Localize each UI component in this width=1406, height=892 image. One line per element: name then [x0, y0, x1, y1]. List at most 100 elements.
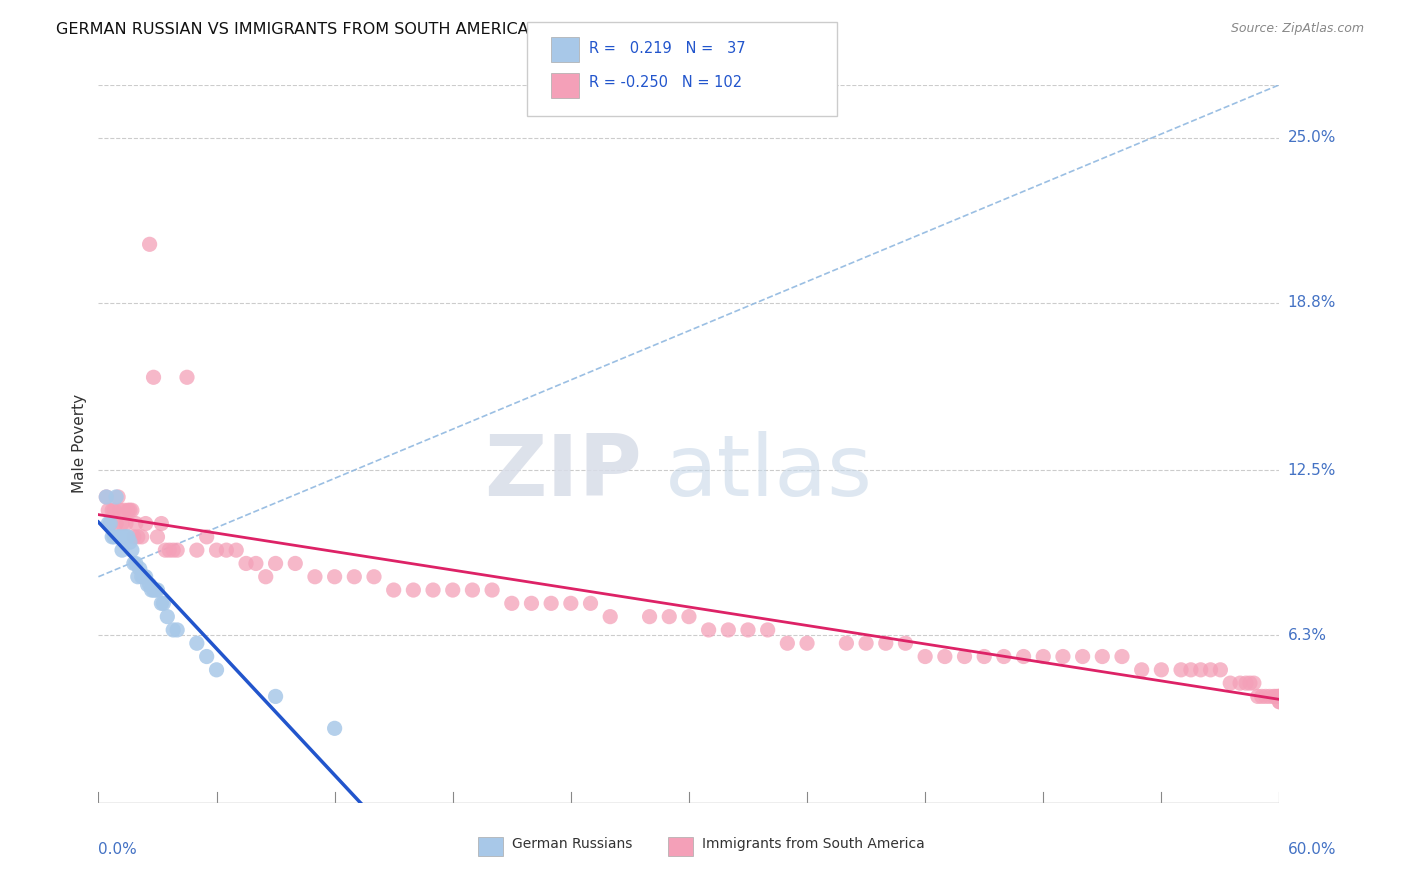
- Point: [127, 530, 149, 544]
- Point: [108, 530, 131, 544]
- Point: [103, 530, 125, 544]
- Point: [1243, 676, 1265, 690]
- Point: [1268, 695, 1291, 709]
- Point: [135, 516, 157, 531]
- Text: 60.0%: 60.0%: [1288, 842, 1336, 856]
- Text: 0.0%: 0.0%: [98, 842, 138, 856]
- Point: [186, 636, 208, 650]
- Point: [128, 562, 150, 576]
- Point: [166, 623, 188, 637]
- Point: [1219, 676, 1241, 690]
- Point: [284, 557, 307, 571]
- Point: [101, 530, 124, 544]
- Point: [717, 623, 740, 637]
- Point: [98, 516, 121, 531]
- Point: [796, 636, 818, 650]
- Text: 6.3%: 6.3%: [1288, 628, 1327, 643]
- Text: Immigrants from South America: Immigrants from South America: [702, 837, 924, 851]
- Point: [441, 582, 464, 597]
- Point: [162, 623, 184, 637]
- Point: [1130, 663, 1153, 677]
- Point: [934, 649, 956, 664]
- Text: Source: ZipAtlas.com: Source: ZipAtlas.com: [1230, 22, 1364, 36]
- Point: [737, 623, 759, 637]
- Point: [1229, 676, 1251, 690]
- Point: [125, 557, 148, 571]
- Point: [121, 503, 143, 517]
- Point: [1267, 690, 1289, 704]
- Point: [1180, 663, 1202, 677]
- Point: [176, 370, 198, 384]
- Point: [638, 609, 661, 624]
- Point: [132, 570, 155, 584]
- Point: [150, 596, 173, 610]
- Point: [875, 636, 897, 650]
- Point: [122, 557, 145, 571]
- Point: [1268, 690, 1291, 704]
- Point: [1032, 649, 1054, 664]
- Point: [107, 490, 129, 504]
- Point: [776, 636, 799, 650]
- Point: [323, 722, 346, 736]
- Text: atlas: atlas: [665, 431, 873, 514]
- Point: [1254, 690, 1277, 704]
- Point: [363, 570, 385, 584]
- Point: [162, 543, 184, 558]
- Point: [115, 516, 138, 531]
- Text: ZIP: ZIP: [484, 431, 641, 514]
- Point: [146, 582, 169, 597]
- Point: [142, 370, 165, 384]
- Point: [195, 530, 218, 544]
- Point: [235, 557, 257, 571]
- Text: 25.0%: 25.0%: [1288, 130, 1336, 145]
- Text: German Russians: German Russians: [512, 837, 633, 851]
- Point: [186, 543, 208, 558]
- Point: [1268, 690, 1291, 704]
- Point: [697, 623, 720, 637]
- Point: [1189, 663, 1212, 677]
- Point: [111, 543, 134, 558]
- Point: [1052, 649, 1074, 664]
- Point: [245, 557, 267, 571]
- Point: [141, 582, 163, 597]
- Point: [1199, 663, 1222, 677]
- Point: [127, 570, 149, 584]
- Point: [166, 543, 188, 558]
- Point: [343, 570, 366, 584]
- Point: [953, 649, 976, 664]
- Point: [1239, 676, 1261, 690]
- Point: [157, 543, 180, 558]
- Point: [146, 530, 169, 544]
- Point: [973, 649, 995, 664]
- Point: [150, 516, 173, 531]
- Point: [112, 503, 135, 517]
- Point: [138, 578, 160, 592]
- Point: [501, 596, 523, 610]
- Point: [1268, 690, 1291, 704]
- Point: [105, 516, 128, 531]
- Point: [835, 636, 858, 650]
- Text: R = -0.250   N = 102: R = -0.250 N = 102: [589, 76, 742, 90]
- Point: [118, 535, 141, 549]
- Point: [1071, 649, 1094, 664]
- Point: [1150, 663, 1173, 677]
- Point: [540, 596, 562, 610]
- Point: [122, 530, 145, 544]
- Point: [142, 582, 165, 597]
- Point: [422, 582, 444, 597]
- Point: [914, 649, 936, 664]
- Point: [96, 490, 118, 504]
- Point: [1012, 649, 1035, 664]
- Point: [98, 516, 121, 531]
- Point: [138, 237, 160, 252]
- Point: [1258, 690, 1281, 704]
- Point: [117, 530, 139, 544]
- Point: [481, 582, 503, 597]
- Point: [215, 543, 238, 558]
- Point: [97, 503, 120, 517]
- Point: [1170, 663, 1192, 677]
- Point: [105, 490, 128, 504]
- Point: [1250, 690, 1272, 704]
- Point: [136, 578, 159, 592]
- Point: [103, 503, 125, 517]
